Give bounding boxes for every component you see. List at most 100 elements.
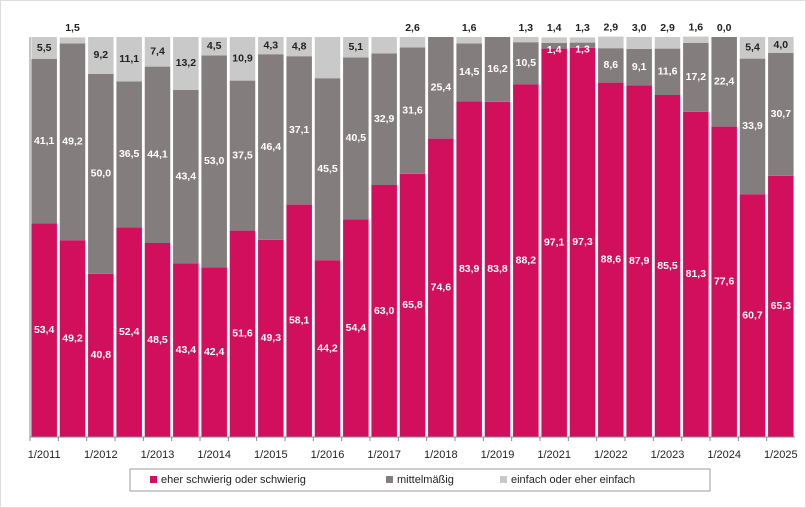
bar-segment [456,101,482,438]
bar-segment [59,37,86,44]
bar-segment [343,37,369,58]
x-tick-label: 1/2018 [424,449,458,461]
data-label: 31,6 [402,104,423,116]
data-label: 83,9 [459,263,480,275]
bar-segment [343,219,369,437]
data-label: 3,0 [632,22,647,34]
data-label: 49,2 [62,332,83,344]
x-tick-label: 1/2014 [197,449,231,461]
bar-segment [201,267,227,437]
data-label: 54,4 [346,322,367,334]
bar-segment [626,37,652,49]
bar-segment [314,260,341,437]
bar-segment [173,37,199,90]
data-label: 81,3 [686,268,707,280]
data-label: 41,1 [34,135,55,147]
bar-segment [144,66,171,243]
data-label: 49,3 [261,332,282,344]
data-label: 44,2 [317,342,338,354]
data-label: 32,9 [374,113,395,125]
x-tick-label: 1/2023 [651,449,685,461]
bar-segment [286,37,312,57]
bar-segment [513,84,539,437]
data-label: 77,6 [714,276,735,288]
bar-segment [484,101,511,438]
data-label: 97,3 [572,236,593,248]
bar-segment [739,58,766,195]
data-label: 43,4 [176,344,197,356]
data-label: 5,5 [37,42,52,54]
bar-segment [31,223,57,437]
bar-segment [569,47,596,438]
data-label: 5,4 [745,42,760,54]
data-label: 88,6 [601,254,622,266]
data-label: 1,3 [575,43,590,55]
bar-segment [428,37,454,139]
data-label: 1,5 [65,22,80,34]
bar-segment [59,240,86,437]
bar-segment [683,43,709,112]
bar-segment [343,57,369,220]
x-tick-label: 1/2016 [311,449,345,461]
x-tick-label: 1/2024 [707,449,741,461]
bar-segment [371,185,397,437]
data-label: 22,4 [714,76,735,88]
data-label: 10,5 [516,57,537,69]
data-label: 46,4 [261,141,282,153]
data-label: 83,8 [487,263,508,275]
data-label: 50,0 [91,168,112,180]
x-tick-label: 1/2021 [537,449,571,461]
bar-segment [541,43,567,49]
bar-segment [88,273,114,437]
bar-segment [428,138,454,437]
bar-segment [371,53,397,186]
bar-segment [598,36,624,49]
data-label: 9,1 [632,61,647,73]
bar-segment [683,111,709,438]
bar-segment [456,43,482,102]
bar-segment [371,37,397,54]
x-tick-label: 1/2011 [28,449,61,461]
bar-segment [201,37,227,56]
data-label: 74,6 [431,282,452,294]
data-label: 14,5 [459,66,480,78]
x-tick-label: 1/2022 [594,449,628,461]
bar-segment [626,49,652,86]
bar-segment [173,89,199,264]
bar-segment [88,37,114,74]
bar-segment [768,175,794,438]
data-label: 2,9 [604,21,619,33]
data-label: 25,4 [431,82,452,94]
data-label: 30,7 [771,108,792,120]
bar-segment [768,37,794,53]
x-tick-label: 1/2015 [254,449,288,461]
data-label: 45,5 [317,163,338,175]
bar-segment [683,36,709,43]
bar-segment [258,37,284,55]
bar-segment [456,37,482,44]
bar-segment [654,48,681,95]
bar-segment [768,53,794,176]
bar-segment [626,85,652,438]
data-label: 60,7 [742,309,763,321]
bar-segment [541,37,567,43]
bar-segment [258,239,284,437]
data-label: 85,5 [657,260,678,272]
bar-segment [88,73,114,274]
data-label: 87,9 [629,255,650,267]
bar-segment [173,263,199,437]
bar-segment [229,37,256,81]
legend-label: eher schwierig oder schwierig [161,474,306,486]
bar-segment [399,173,426,438]
legend-box [129,468,711,492]
data-label: 37,1 [289,124,310,136]
data-label: 17,2 [686,71,707,83]
legend-label: einfach oder eher einfach [511,474,635,486]
data-label: 1,4 [547,22,562,34]
bar-segment [513,37,539,43]
data-label: 5,1 [349,41,364,53]
x-tick-label: 1/2025 [764,449,798,461]
data-label: 16,2 [487,63,508,75]
bar-segment [711,126,737,437]
x-tick-label: 1/2019 [481,449,515,461]
